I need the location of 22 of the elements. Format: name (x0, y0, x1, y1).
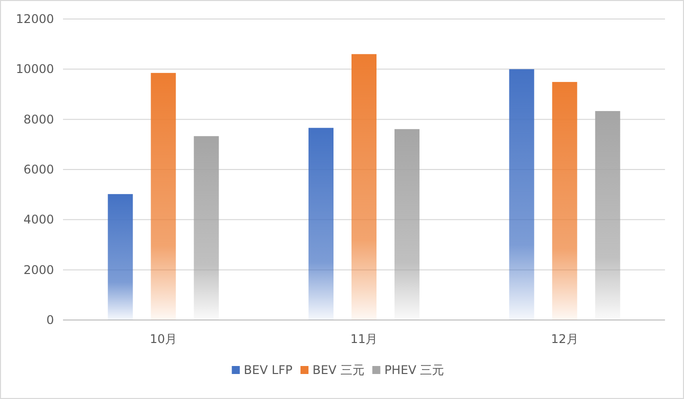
y-tick-label: 2000 (23, 262, 54, 277)
bar (352, 54, 376, 320)
bar (150, 72, 176, 320)
x-tick-label: 11月 (350, 332, 378, 346)
legend-label: BEV LFP (244, 363, 292, 377)
bar (595, 111, 620, 320)
y-tick-label: 4000 (23, 212, 54, 227)
y-tick-label: 6000 (23, 162, 54, 176)
bar (308, 128, 334, 320)
legend-label: PHEV 三元 (384, 363, 444, 377)
y-tick-label: 0 (46, 313, 54, 327)
x-tick-label: 12月 (551, 332, 578, 346)
y-tick-label: 10000 (16, 62, 54, 76)
bar (394, 129, 420, 320)
bar (194, 136, 219, 320)
bar (509, 69, 534, 320)
y-tick-label: 12000 (16, 12, 54, 26)
y-tick-label: 8000 (23, 112, 54, 126)
bar (552, 82, 578, 320)
x-tick-label: 10月 (150, 332, 177, 346)
legend-label: BEV 三元 (312, 363, 364, 377)
bar (108, 194, 133, 320)
